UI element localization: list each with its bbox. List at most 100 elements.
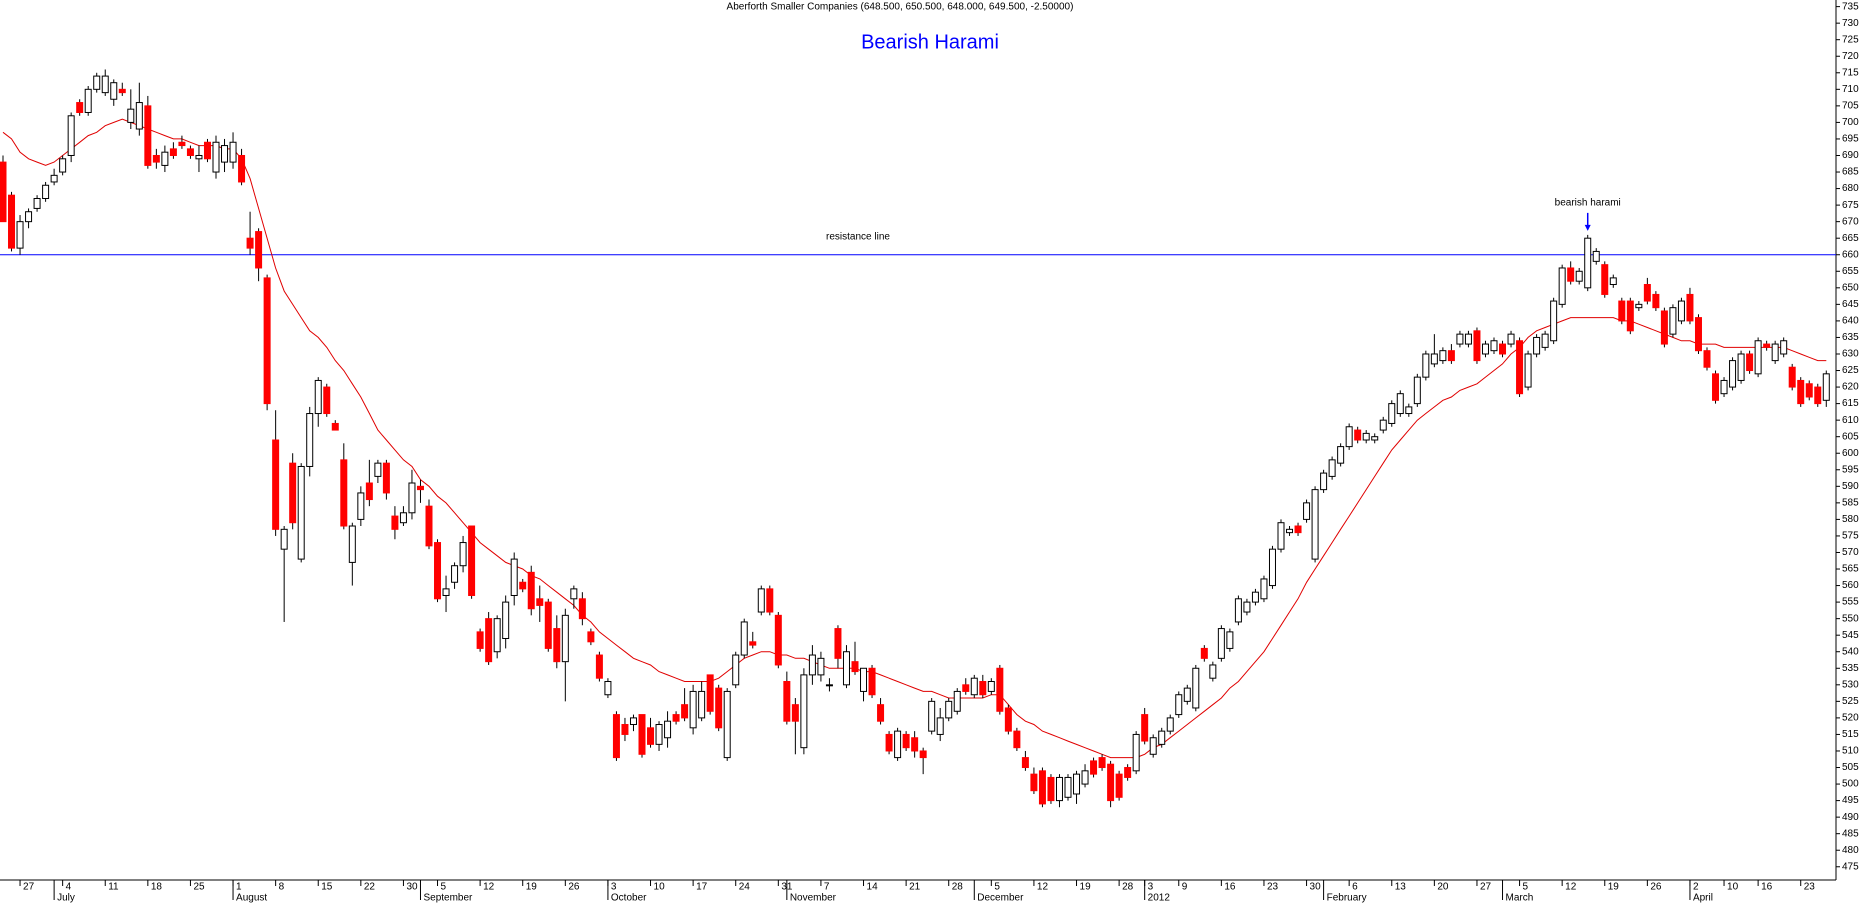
month-label: September (423, 893, 473, 904)
candle-body (1805, 383, 1813, 398)
candle-body (203, 141, 211, 160)
candle-body (306, 413, 314, 467)
candle-body (50, 174, 58, 183)
month-label: July (57, 893, 75, 904)
candle-body (1652, 293, 1660, 309)
candle-body (1320, 472, 1328, 491)
candle-body (953, 690, 961, 712)
candle-body (1754, 340, 1762, 375)
candle-body (698, 690, 706, 719)
candle-body (1643, 284, 1651, 302)
candle-body (212, 141, 220, 173)
candle-body (604, 681, 612, 696)
candle-body (468, 525, 476, 596)
candle-body (1098, 757, 1106, 769)
candle-body (382, 462, 390, 494)
candle-body (1635, 303, 1643, 309)
y-tick-label: 555 (1842, 597, 1859, 608)
x-tick-label: 8 (279, 882, 285, 893)
x-tick-label: 3 (1148, 882, 1154, 893)
candle-body (979, 681, 987, 696)
candle-body (970, 677, 978, 696)
candle-body (1021, 757, 1029, 769)
candle-body (621, 724, 629, 735)
candle-body (715, 687, 723, 729)
candle-body (1311, 489, 1319, 560)
x-tick-label: 19 (526, 882, 538, 893)
x-tick-label: 30 (1310, 882, 1322, 893)
y-tick-label: 570 (1842, 547, 1859, 558)
candle-body (723, 690, 731, 759)
candle-body (1073, 773, 1081, 795)
candle-body (459, 542, 467, 567)
candle-body (416, 485, 424, 491)
y-tick-label: 705 (1842, 101, 1859, 112)
candle-body (595, 654, 603, 679)
y-tick-label: 630 (1842, 349, 1859, 360)
y-tick-label: 580 (1842, 514, 1859, 525)
candle-body (842, 651, 850, 686)
candle-body (16, 221, 24, 249)
candle-body (740, 621, 748, 656)
candle-body (1260, 578, 1268, 600)
candle-body (76, 102, 84, 113)
y-tick-label: 720 (1842, 51, 1859, 62)
candle-body (331, 422, 339, 431)
candle-body (1430, 353, 1438, 365)
candle-body (221, 145, 229, 163)
candle-body (1516, 340, 1524, 395)
candle-body (1379, 419, 1387, 431)
candle-body (1166, 717, 1174, 732)
x-tick-label: 26 (568, 882, 580, 893)
x-tick-label: 25 (193, 882, 205, 893)
candle-body (1677, 300, 1685, 322)
y-tick-label: 585 (1842, 497, 1859, 508)
candle-body (962, 684, 970, 692)
candle-body (612, 714, 620, 759)
candle-body (425, 505, 433, 547)
candle-body (1055, 776, 1063, 802)
y-tick-label: 685 (1842, 167, 1859, 178)
candle-body (561, 614, 569, 663)
candle-body (246, 237, 254, 249)
x-tick-label: 12 (1037, 882, 1049, 893)
candle-body (817, 657, 825, 676)
candle-body (1609, 277, 1617, 286)
candle-body (238, 154, 246, 183)
candle-body (289, 462, 297, 524)
candle-body (1371, 436, 1379, 441)
x-tick-label: 26 (1650, 882, 1662, 893)
candle-body (1047, 776, 1055, 802)
candle-body (1004, 707, 1012, 732)
candle-body (1669, 307, 1677, 335)
x-tick-label: 12 (1565, 882, 1577, 893)
candle-body (0, 161, 7, 223)
candle-body (1746, 353, 1754, 372)
candle-body (1243, 601, 1251, 613)
y-tick-label: 500 (1842, 779, 1859, 790)
y-tick-label: 560 (1842, 580, 1859, 591)
x-tick-label: 16 (1224, 882, 1236, 893)
candle-body (451, 565, 459, 583)
candle-body (1064, 776, 1072, 798)
y-tick-label: 680 (1842, 183, 1859, 194)
candle-body (1481, 343, 1489, 355)
candle-body (1405, 406, 1413, 415)
month-label: October (611, 893, 647, 904)
candle-body (791, 704, 799, 722)
candle-body (834, 628, 842, 659)
x-tick-label: 13 (1395, 882, 1407, 893)
candle-body (229, 141, 237, 163)
candle-body (152, 154, 160, 163)
candle-body (783, 681, 791, 722)
candle-body (127, 108, 135, 123)
y-tick-label: 725 (1842, 34, 1859, 45)
candle-body (1524, 353, 1532, 388)
y-tick-label: 730 (1842, 18, 1859, 29)
candle-body (1601, 264, 1609, 295)
candle-body (732, 654, 740, 686)
candle-body (374, 462, 382, 477)
candle-body (1158, 730, 1166, 745)
x-tick-label: 5 (1523, 882, 1529, 893)
